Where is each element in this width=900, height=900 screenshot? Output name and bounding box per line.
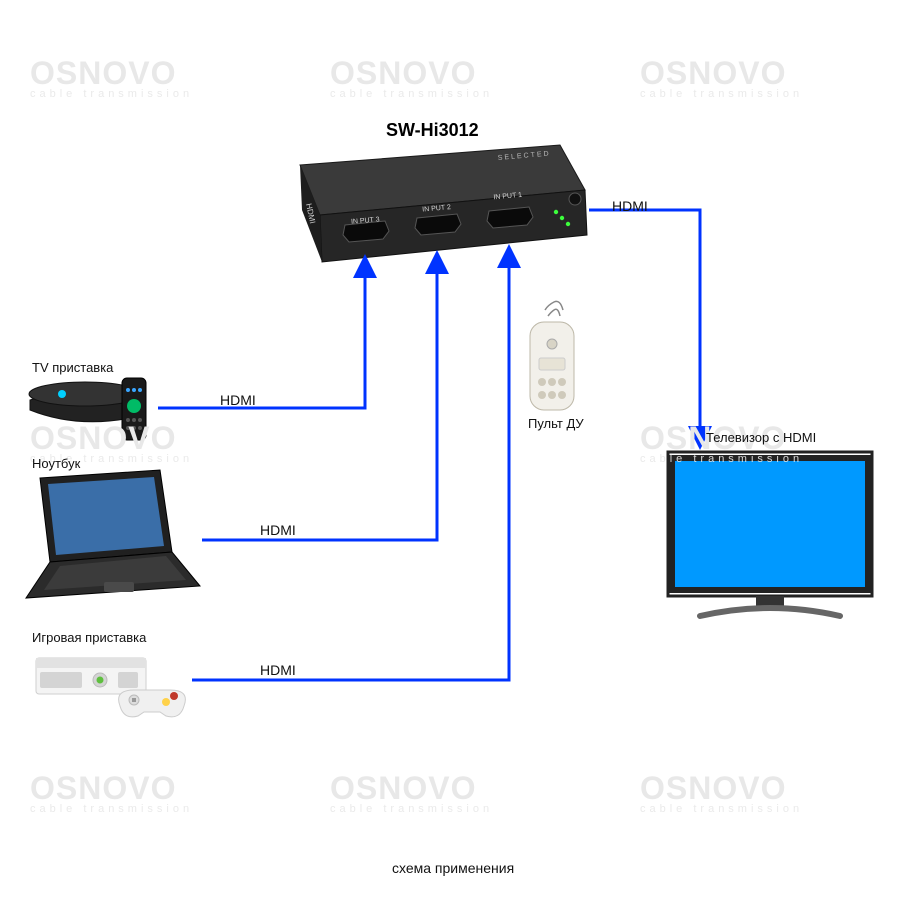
node-label-tv: Телевизор с HDMI xyxy=(706,430,816,445)
node-label-console: Игровая приставка xyxy=(32,630,146,645)
node-label-tvbox: TV приставка xyxy=(32,360,113,375)
node-label-remote: Пульт ДУ xyxy=(528,416,584,431)
diagram-caption: схема применения xyxy=(392,860,514,876)
device-title: SW-Hi3012 xyxy=(386,120,479,141)
edge-label-hdmi-out: HDMI xyxy=(612,198,648,214)
game-console xyxy=(36,658,185,717)
edges xyxy=(158,210,700,680)
edge-label-hdmi-3: HDMI xyxy=(260,662,296,678)
remote-control xyxy=(530,301,574,410)
laptop xyxy=(26,470,200,598)
edge-label-hdmi-2: HDMI xyxy=(260,522,296,538)
tv xyxy=(668,452,872,616)
tv-box xyxy=(29,378,146,440)
hdmi-switch: IN PUT 3 IN PUT 2 IN PUT 1 HDMI SELECTED xyxy=(300,145,587,262)
edge-label-hdmi-1: HDMI xyxy=(220,392,256,408)
node-label-laptop: Ноутбук xyxy=(32,456,80,471)
